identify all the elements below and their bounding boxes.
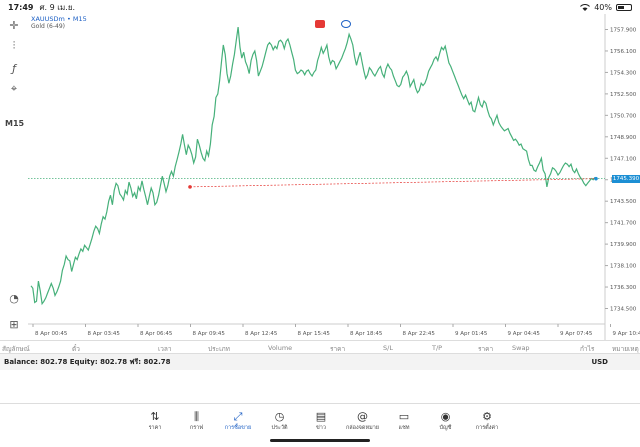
nav-label: กล่องจดหมาย: [345, 425, 380, 431]
entry-marker: [188, 185, 192, 189]
bottom-navigation: ⇅ ราคา ⫼ กราฟ ⤢ การซื้อขาย ◷ ประวัติ ▤ ข่าว @ กล่อง…: [0, 403, 640, 447]
y-tick-label: 1747.100: [610, 156, 637, 162]
news-icon: ▤: [315, 410, 327, 423]
x-tick-label: 8 Apr 22:45: [403, 331, 436, 337]
column-header: กำไร: [580, 345, 595, 353]
y-tick-label: 1736.300: [610, 285, 637, 291]
nav-news[interactable]: ▤ ข่าว: [301, 410, 341, 432]
x-tick-label: 9 Apr 04:45: [508, 331, 541, 337]
y-tick-label: 1738.100: [610, 264, 637, 270]
battery-icon: [616, 3, 632, 11]
status-time: 17:49: [8, 2, 34, 12]
nav-settings[interactable]: ⚙ การตั้งค่า: [467, 410, 507, 432]
x-tick-label: 8 Apr 03:45: [88, 331, 121, 337]
x-tick-label: 8 Apr 09:45: [193, 331, 226, 337]
home-indicator: [270, 439, 370, 442]
column-header: ตั๋ว: [72, 345, 80, 353]
nav-label: การซื้อขาย: [224, 425, 252, 431]
price-chart[interactable]: 1757.900 1756.100 1754.300 1752.500 1750.700…: [0, 14, 640, 340]
y-tick-label: 1743.500: [610, 199, 637, 205]
trade-icon: ⤢: [233, 410, 243, 423]
x-tick-label: 9 Apr 07:45: [560, 331, 593, 337]
y-tick-label: 1734.500: [610, 307, 637, 313]
wifi-icon: [580, 3, 591, 11]
column-header: สัญลักษณ์: [2, 345, 30, 353]
indicators-icon[interactable]: ⫶: [12, 39, 16, 52]
chart-tools: ✛ ⫶ ƒ ⌖ M15 ◔ ⊞: [0, 14, 28, 334]
open-position-line: [189, 178, 597, 188]
trade-signal-icon[interactable]: ◔: [9, 291, 19, 305]
y-tick-label: 1757.900: [610, 28, 637, 34]
y-tick-label: 1750.700: [610, 113, 637, 119]
status-bar: 17:49 ศ. 9 เม.ย. 40%: [0, 0, 640, 14]
nav-label: ประวัติ: [271, 425, 288, 431]
chat-icon: ▭: [398, 410, 410, 423]
column-header: ราคา: [478, 345, 494, 353]
x-tick-label: 9 Apr 01:45: [455, 331, 488, 337]
nav-label: ข่าว: [316, 425, 326, 431]
x-tick-label: 9 Apr 10:45: [613, 331, 640, 337]
price-line: [30, 27, 596, 306]
timeframe-selector[interactable]: M15: [5, 119, 25, 128]
settings-icon: ⚙: [482, 410, 492, 423]
x-tick-label: 8 Apr 15:45: [298, 331, 331, 337]
x-tick-label: 8 Apr 06:45: [140, 331, 173, 337]
y-tick-label: 1752.500: [610, 92, 637, 98]
column-header: ประเภท: [208, 345, 230, 353]
nav-label: ราคา: [148, 425, 162, 431]
function-icon[interactable]: ƒ: [12, 61, 16, 75]
x-tick-label: 8 Apr 12:45: [245, 331, 278, 337]
column-header: Volume: [268, 344, 293, 352]
x-tick-label: 8 Apr 00:45: [35, 331, 68, 337]
positions-header: สัญลักษณ์ ตั๋ว เวลา ประเภท Volume ราคา S/L T/P ร…: [0, 340, 640, 354]
y-tick-label: 1756.100: [610, 49, 637, 55]
column-header: หมายเหตุ: [612, 345, 639, 353]
balance-text: Balance: 802.78 Equity: 802.78 ฟรี: 802.…: [4, 357, 171, 366]
account-icon: ◉: [440, 410, 451, 423]
bid-price-tag: 1745.390: [612, 175, 640, 183]
column-header: เวลา: [158, 345, 172, 353]
nav-chat[interactable]: ▭ แชท: [384, 410, 424, 432]
nav-label: แชท: [398, 425, 410, 431]
account-currency: USD: [591, 358, 608, 366]
mailbox-icon: @: [357, 410, 368, 423]
nav-trade[interactable]: ⤢ การซื้อขาย: [218, 410, 258, 432]
one-click-trading-icon[interactable]: [341, 20, 351, 28]
nav-chart[interactable]: ⫼ กราฟ: [177, 410, 217, 432]
column-header: S/L: [383, 344, 393, 352]
battery-percent: 40%: [594, 2, 612, 12]
last-price-marker: [594, 176, 598, 181]
nav-account[interactable]: ◉ บัญชี: [426, 410, 466, 432]
column-header: ราคา: [330, 345, 346, 353]
nav-label: บัญชี: [439, 425, 452, 431]
nav-label: กราฟ: [189, 425, 204, 431]
account-summary: Balance: 802.78 Equity: 802.78 ฟรี: 802.…: [0, 354, 640, 370]
y-tick-label: 1739.900: [610, 242, 637, 248]
new-order-icon[interactable]: ⊞: [9, 317, 19, 331]
chart-subtitle: Gold (6-49): [31, 23, 66, 30]
y-tick-label: 1748.900: [610, 135, 637, 141]
column-header: T/P: [432, 344, 443, 352]
objects-icon[interactable]: ⌖: [10, 82, 18, 95]
quotes-icon: ⇅: [150, 410, 160, 423]
nav-mailbox[interactable]: @ กล่องจดหมาย: [343, 410, 383, 432]
y-tick-label: 1741.700: [610, 221, 637, 227]
crosshair-icon[interactable]: ✛: [9, 18, 19, 32]
x-tick-label: 8 Apr 18:45: [350, 331, 383, 337]
chart-icon: ⫼: [193, 410, 200, 423]
nav-label: การตั้งค่า: [475, 425, 499, 431]
y-tick-label: 1754.300: [610, 70, 637, 76]
history-icon: ◷: [274, 410, 285, 423]
nav-history[interactable]: ◷ ประวัติ: [260, 410, 300, 432]
chart-symbol: XAUUSDm • M15: [31, 15, 87, 23]
nav-quotes[interactable]: ⇅ ราคา: [135, 410, 175, 432]
column-header: Swap: [512, 344, 530, 352]
sell-chip-icon[interactable]: [315, 20, 325, 28]
status-date: ศ. 9 เม.ย.: [39, 2, 76, 12]
